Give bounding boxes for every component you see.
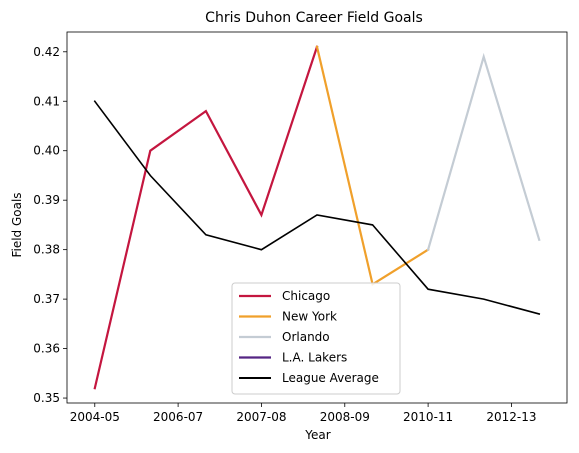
y-tick-label: 0.36 bbox=[33, 342, 60, 356]
legend-box bbox=[231, 282, 401, 395]
legend-label-1: New York bbox=[282, 310, 337, 324]
series-line-0 bbox=[93, 45, 319, 390]
plot-frame bbox=[66, 31, 568, 404]
plot-area bbox=[93, 45, 541, 390]
y-tick-label: 0.39 bbox=[33, 193, 60, 207]
x-tick-label: 2006-07 bbox=[153, 410, 203, 424]
y-axis-label: Field Goals bbox=[10, 192, 24, 257]
y-tick-label: 0.41 bbox=[33, 94, 60, 108]
y-axis: 0.35 0.36 0.37 0.38 0.39 0.40 0.41 0.42 bbox=[33, 45, 67, 405]
x-tick-label: 2010-11 bbox=[403, 410, 453, 424]
legend-label-0: Chicago bbox=[282, 289, 330, 303]
legend: Chicago New York Orlando L.A. Lakers League … bbox=[231, 282, 401, 395]
series-line-2 bbox=[426, 52, 541, 252]
x-tick-label: 2008-09 bbox=[320, 410, 370, 424]
y-tick-label: 0.37 bbox=[33, 292, 60, 306]
x-tick-label: 2007-08 bbox=[236, 410, 286, 424]
legend-label-3: L.A. Lakers bbox=[282, 351, 347, 365]
legend-label-4: League Average bbox=[282, 371, 379, 385]
x-axis: 2004-05 2006-07 2007-08 2008-09 2010-11 2012-… bbox=[70, 403, 537, 424]
y-tick-label: 0.40 bbox=[33, 144, 60, 158]
x-tick-label: 2012-13 bbox=[486, 410, 536, 424]
legend-label-2: Orlando bbox=[282, 330, 330, 344]
x-tick-label: 2004-05 bbox=[70, 410, 120, 424]
series-line-4 bbox=[93, 100, 541, 315]
y-tick-label: 0.38 bbox=[33, 243, 60, 257]
x-axis-label: Year bbox=[304, 428, 330, 442]
y-tick-label: 0.42 bbox=[33, 45, 60, 59]
y-tick-label: 0.35 bbox=[33, 391, 60, 405]
series-line-1 bbox=[315, 45, 430, 287]
chart-title: Chris Duhon Career Field Goals bbox=[205, 10, 423, 26]
